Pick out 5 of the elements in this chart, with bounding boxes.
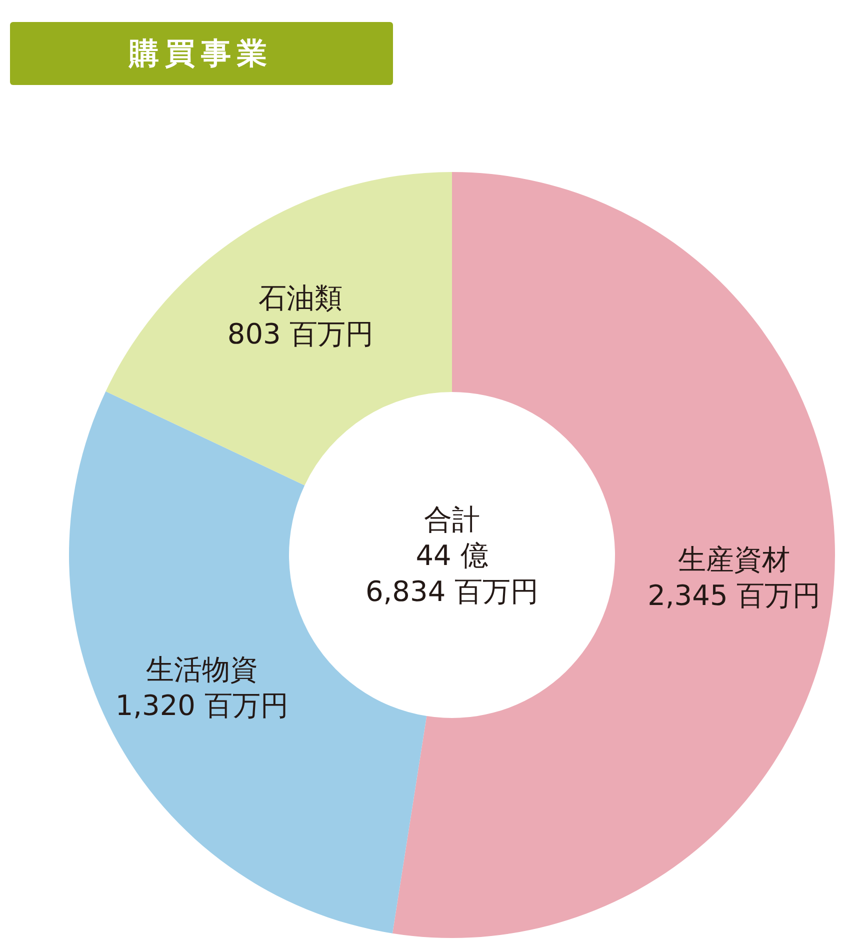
label: 生活物資 1,320 百万円 <box>115 653 288 722</box>
label: 生産資材 2,345 百万円 <box>648 542 821 612</box>
label: 石油類 803 百万円 <box>227 282 374 351</box>
annotation: 合計 44 億 6,834 百万円 <box>365 502 539 608</box>
title: 購買事業 <box>129 36 273 72</box>
